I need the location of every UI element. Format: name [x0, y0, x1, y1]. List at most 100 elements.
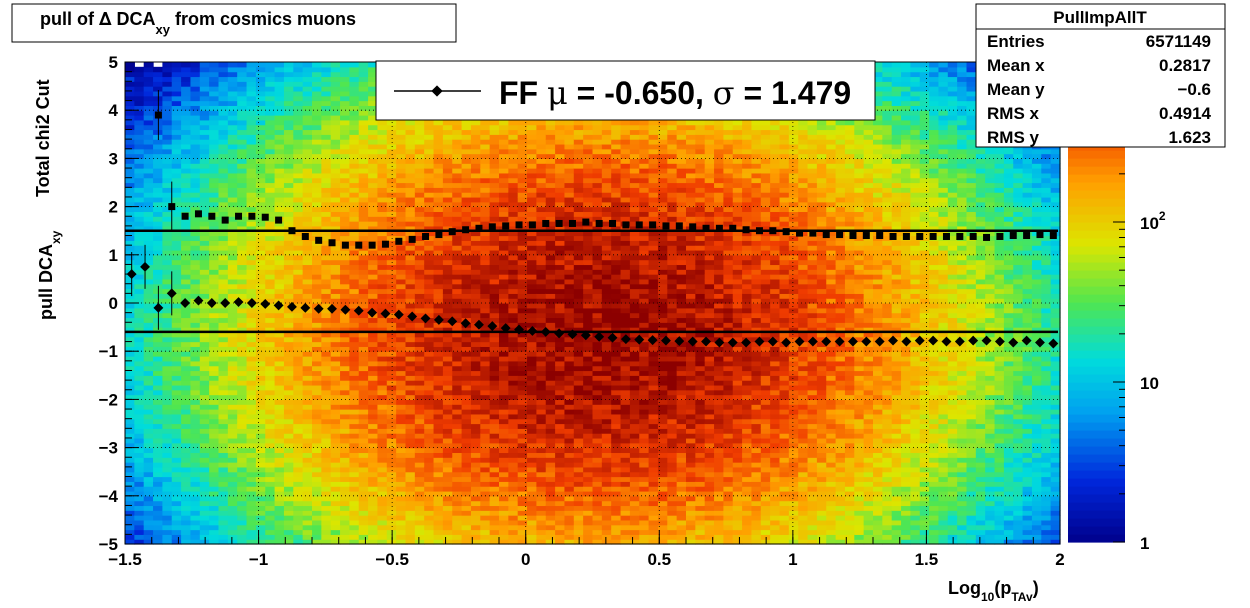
heatmap-cell — [255, 100, 266, 106]
heatmap-cell — [199, 360, 210, 367]
heatmap-cell — [199, 225, 210, 232]
heatmap-cell — [396, 515, 407, 521]
heatmap-cell — [218, 375, 229, 381]
heatmap-cell — [237, 515, 248, 521]
heatmap-cell — [162, 370, 173, 376]
heatmap-cell — [237, 317, 248, 323]
heatmap-cell — [452, 283, 463, 290]
heatmap-cell — [545, 375, 556, 381]
heatmap-cell — [143, 519, 154, 526]
heatmap-cell — [312, 486, 322, 492]
heatmap-cell — [508, 399, 519, 405]
heatmap-cell — [162, 327, 173, 333]
heatmap-cell — [162, 481, 173, 487]
heatmap-cell — [480, 365, 491, 372]
heatmap-cell — [545, 476, 556, 482]
heatmap-cell — [545, 327, 556, 333]
heatmap-cell — [265, 437, 276, 444]
heatmap-cell — [405, 259, 416, 266]
heatmap-cell — [162, 134, 173, 140]
heatmap-cell — [564, 249, 575, 256]
heatmap-cell — [396, 221, 407, 227]
heatmap-cell — [340, 505, 350, 511]
heatmap-cell — [199, 471, 210, 478]
heatmap-cell — [508, 413, 519, 420]
heatmap-cell — [190, 163, 201, 169]
heatmap-cell — [396, 331, 407, 338]
heatmap-cell — [321, 119, 332, 126]
heatmap-cell — [143, 158, 154, 164]
heatmap-cell — [274, 351, 285, 357]
heatmap-cell — [499, 457, 509, 463]
heatmap-cell — [190, 312, 201, 319]
heatmap-cell — [255, 298, 266, 304]
heatmap-cell — [536, 495, 547, 502]
heatmap-cell — [153, 196, 163, 203]
heatmap-cell — [171, 62, 182, 68]
heatmap-cell — [452, 182, 463, 188]
heatmap-cell — [386, 230, 397, 237]
heatmap-cell — [265, 466, 276, 473]
heatmap-cell — [499, 249, 509, 256]
heatmap-cell — [508, 384, 519, 391]
heatmap-cell — [368, 293, 379, 299]
heatmap-cell — [190, 346, 201, 352]
heatmap-cell — [340, 192, 350, 198]
heatmap-cell — [162, 307, 173, 314]
heatmap-cell — [181, 76, 192, 82]
heatmap-cell — [340, 110, 350, 116]
heatmap-cell — [255, 62, 266, 68]
heatmap-cell — [134, 254, 145, 261]
heatmap-cell — [414, 293, 425, 299]
heatmap-cell — [171, 331, 182, 338]
heatmap-cell — [293, 216, 304, 222]
heatmap-cell — [358, 298, 369, 304]
heatmap-cell — [555, 466, 566, 473]
heatmap-cell — [181, 115, 192, 121]
heatmap-cell — [386, 148, 397, 155]
heatmap-cell — [153, 447, 163, 454]
heatmap-cell — [461, 307, 472, 314]
heatmap-cell — [190, 399, 201, 405]
heatmap-cell — [452, 331, 463, 338]
heatmap-cell — [358, 86, 369, 92]
heatmap-cell — [199, 254, 210, 261]
heatmap-cell — [358, 524, 369, 531]
heatmap-cell — [368, 452, 379, 458]
heatmap-cell — [461, 293, 472, 299]
heatmap-cell — [125, 428, 135, 434]
heatmap-cell — [517, 283, 528, 290]
heatmap-cell — [414, 201, 425, 208]
heatmap-cell — [330, 105, 341, 111]
heatmap-cell — [583, 500, 594, 507]
heatmap-cell — [153, 370, 163, 376]
heatmap-cell — [508, 418, 519, 425]
heatmap-cell — [125, 235, 135, 241]
heatmap-cell — [442, 360, 453, 367]
heatmap-cell — [368, 129, 379, 135]
heatmap-cell — [536, 177, 547, 184]
heatmap-cell — [199, 105, 210, 111]
heatmap-cell — [377, 466, 388, 473]
heatmap-cell — [452, 303, 463, 309]
heatmap-cell — [433, 510, 444, 516]
heatmap-cell — [470, 230, 481, 237]
heatmap-cell — [377, 500, 388, 507]
heatmap-cell — [125, 192, 135, 198]
heatmap-cell — [171, 457, 182, 463]
heatmap-cell — [190, 495, 201, 502]
heatmap-cell — [583, 293, 594, 299]
heatmap-cell — [190, 201, 201, 208]
heatmap-cell — [424, 307, 435, 314]
heatmap-cell — [237, 394, 248, 400]
heatmap-cell — [442, 447, 453, 454]
heatmap-cell — [470, 298, 481, 304]
heatmap-cell — [489, 274, 500, 280]
heatmap-cell — [349, 327, 360, 333]
heatmap-cell — [555, 500, 566, 507]
heatmap-cell — [396, 510, 407, 516]
heatmap-cell — [555, 457, 566, 463]
heatmap-cell — [181, 139, 192, 145]
heatmap-cell — [340, 312, 350, 319]
heatmap-cell — [283, 129, 294, 135]
